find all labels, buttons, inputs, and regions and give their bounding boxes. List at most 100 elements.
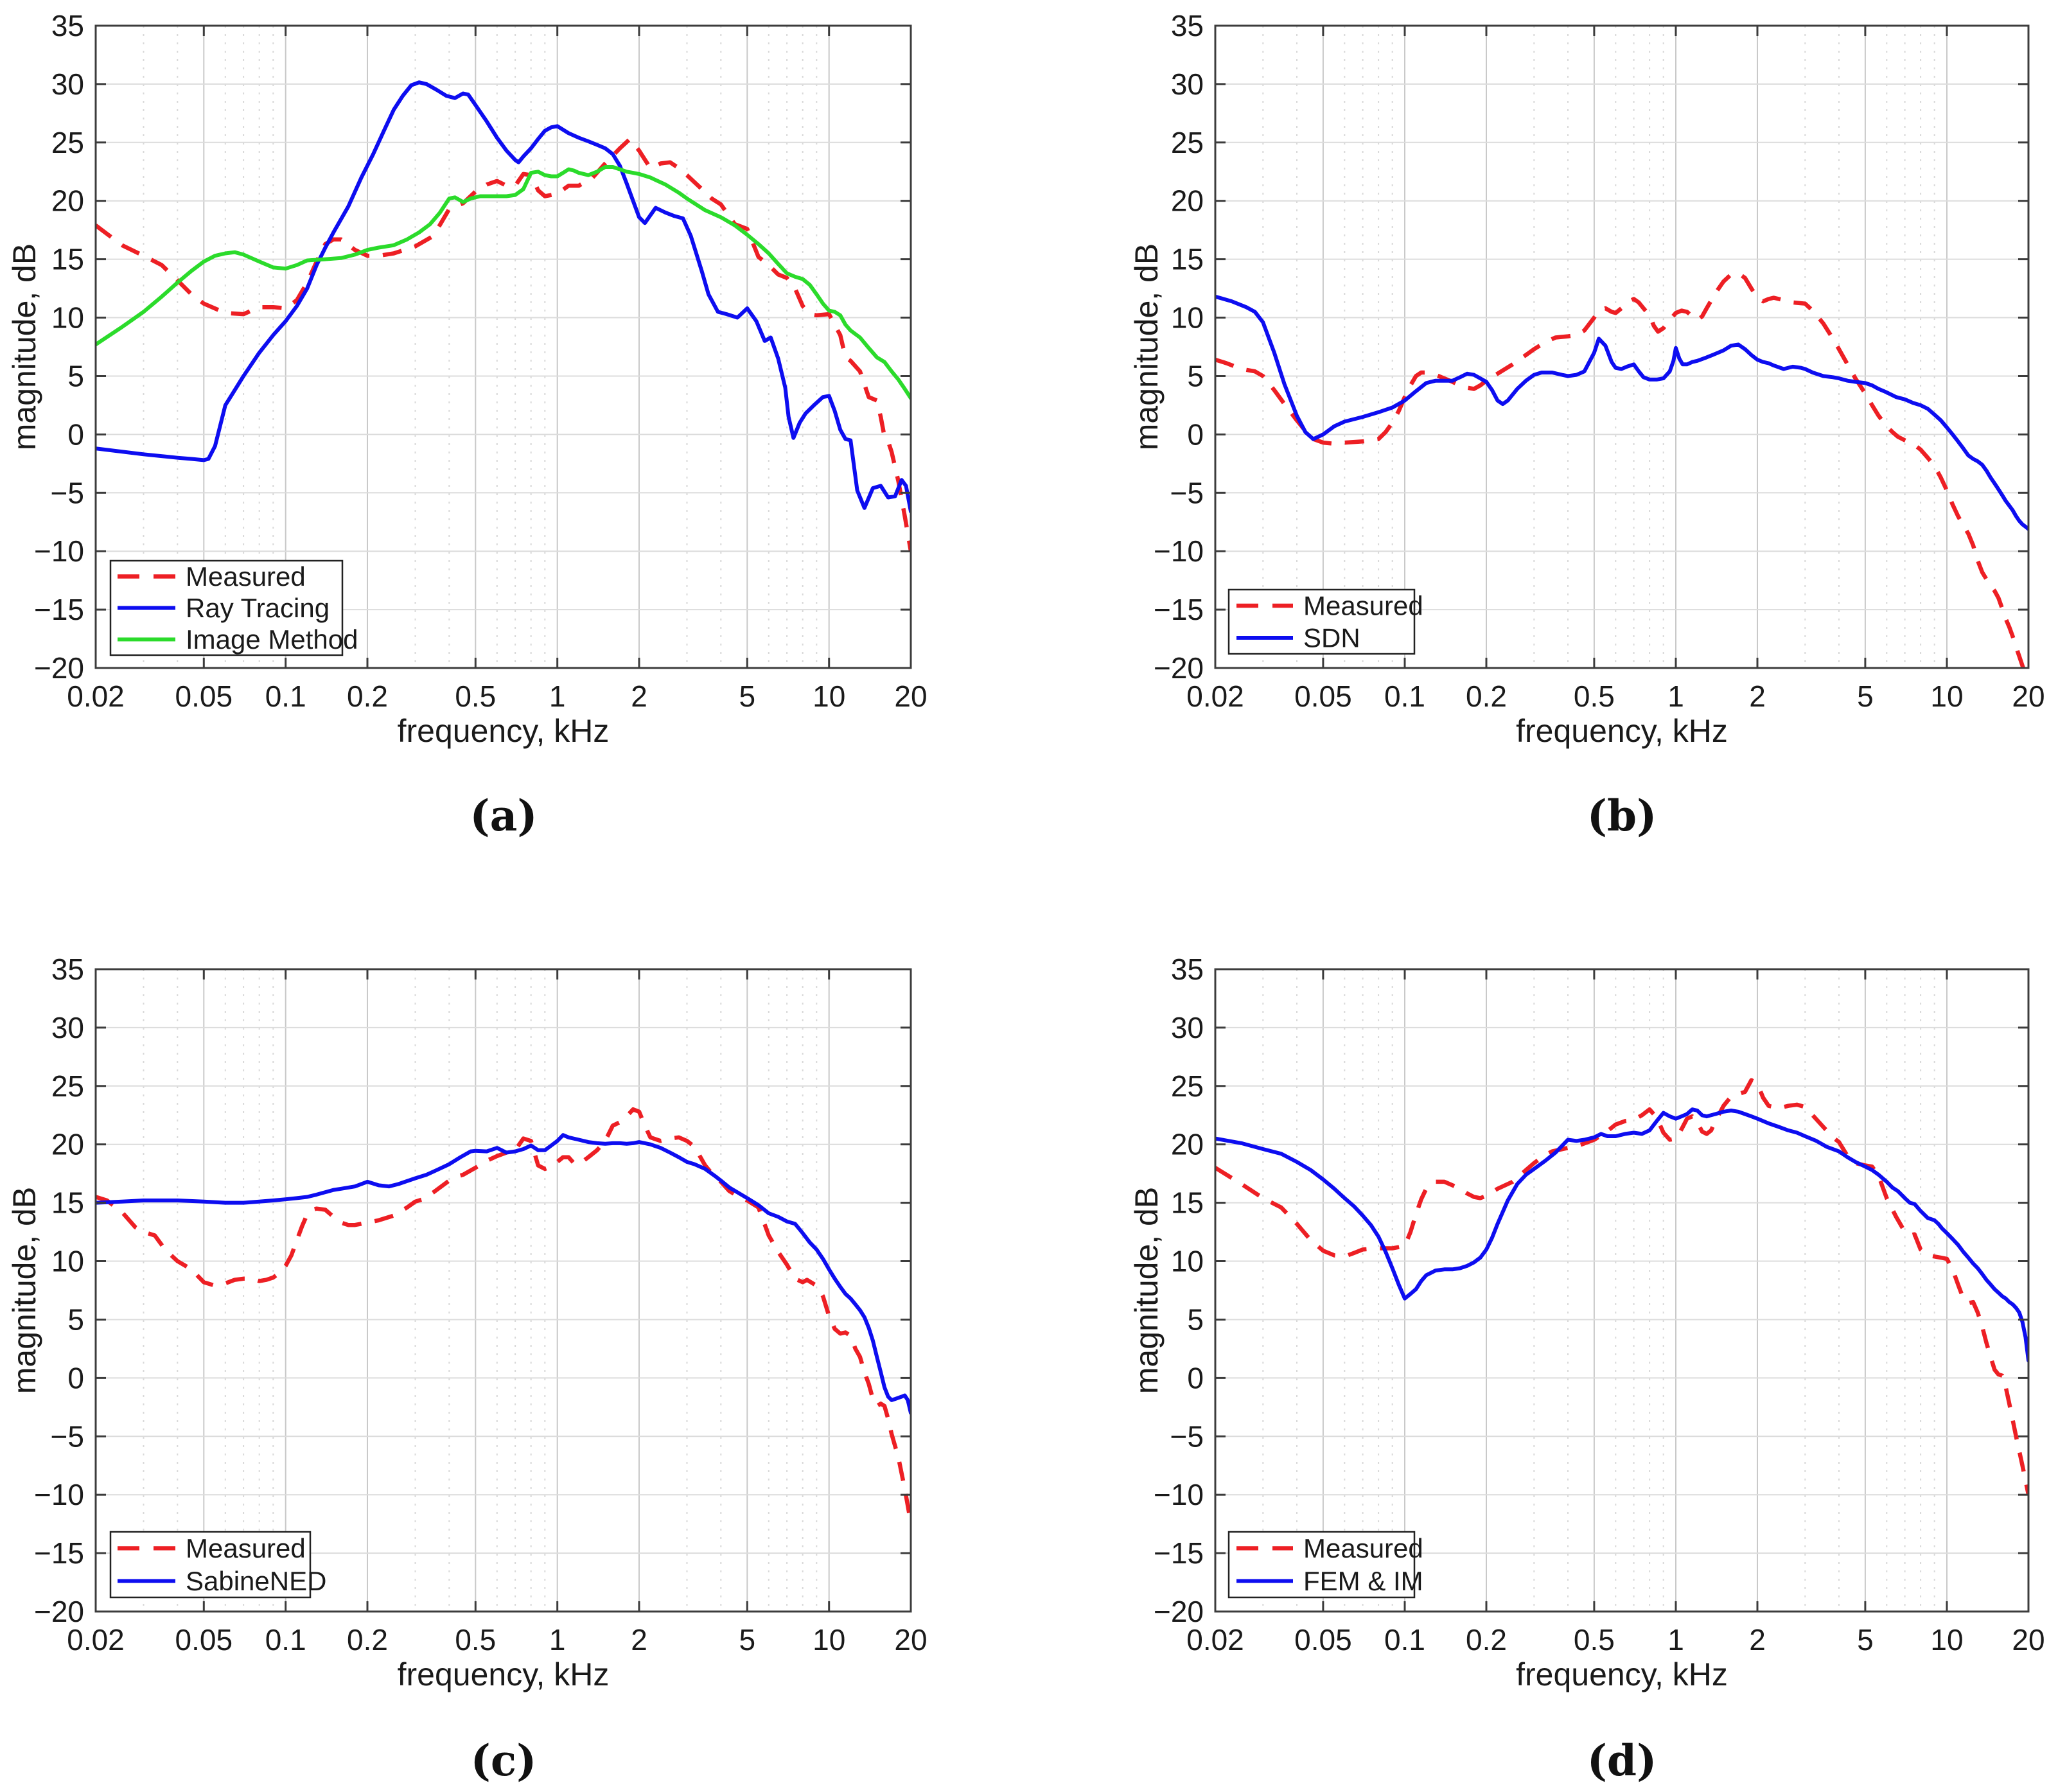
x-tick-label: 0.2 xyxy=(1466,1623,1507,1656)
x-tick-label: 0.1 xyxy=(1384,1623,1425,1656)
subplot-b-caption: (b) xyxy=(1587,791,1657,841)
x-axis-label: frequency, kHz xyxy=(1516,713,1728,749)
y-tick-label: 10 xyxy=(51,301,84,335)
x-tick-label: 0.1 xyxy=(265,680,306,713)
x-tick-label: 20 xyxy=(2012,1623,2045,1656)
x-tick-label: 0.05 xyxy=(1294,680,1352,713)
y-tick-label: −10 xyxy=(1154,1478,1204,1511)
y-tick-label: 25 xyxy=(1171,1069,1204,1103)
x-tick-label: 2 xyxy=(1749,680,1766,713)
subplot-c: 0.02 0.05 0.1 0.2 0.5 1 2 5 10 20 −20 −15 −10 −5 0 5 10 1… xyxy=(0,896,1029,1792)
y-tick-label: 25 xyxy=(51,126,84,159)
y-tick-label: −10 xyxy=(34,1478,84,1511)
y-tick-label: 10 xyxy=(1171,1245,1204,1278)
y-tick-label: 35 xyxy=(51,9,84,42)
x-axis-label: frequency, kHz xyxy=(398,713,610,749)
x-tick-label: 2 xyxy=(1749,1623,1766,1656)
x-tick-label: 10 xyxy=(813,1623,845,1656)
legend-label: Image Method xyxy=(186,624,358,654)
subplot-b-plot: 0.02 0.05 0.1 0.2 0.5 1 2 5 10 20−20−15−10−505101… xyxy=(1129,9,2045,749)
y-tick-label: 20 xyxy=(51,184,84,218)
subplot-d-caption: (d) xyxy=(1587,1735,1657,1786)
subplot-a-plot: 0.02 0.05 0.1 0.2 0.5 1 2 5 10 20−20−15−10−505101… xyxy=(6,9,928,749)
x-tick-label: 0.5 xyxy=(1574,1623,1615,1656)
x-tick-label: 20 xyxy=(2012,680,2045,713)
series-sabinened xyxy=(96,1133,911,1415)
x-tick-label: 0.05 xyxy=(175,1623,233,1656)
y-tick-label: 35 xyxy=(1171,953,1204,986)
x-tick-label: 0.02 xyxy=(1186,1623,1244,1656)
x-tick-label: 2 xyxy=(631,1623,647,1656)
y-tick-label: 15 xyxy=(51,1186,84,1220)
y-tick-label: −5 xyxy=(51,1419,84,1453)
x-tick-label: 2 xyxy=(631,680,647,713)
y-tick-label: 30 xyxy=(1171,67,1204,101)
x-tick-label: 0.05 xyxy=(175,680,233,713)
y-tick-label: 10 xyxy=(51,1245,84,1278)
x-tick-label: 1 xyxy=(549,1623,566,1656)
series-measured xyxy=(1215,1078,2028,1495)
subplot-d-plot: 0.02 0.05 0.1 0.2 0.5 1 2 5 10 20−20−15−10−505101… xyxy=(1129,953,2045,1692)
x-tick-label: 0.2 xyxy=(347,1623,388,1656)
x-tick-label: 0.2 xyxy=(347,680,388,713)
y-tick-label: 5 xyxy=(67,360,84,393)
x-tick-label: 10 xyxy=(1930,1623,1963,1656)
y-tick-label: 15 xyxy=(1171,1186,1204,1220)
legend-label: SDN xyxy=(1303,623,1360,653)
y-tick-label: 20 xyxy=(1171,1128,1204,1161)
y-tick-label: 5 xyxy=(67,1303,84,1337)
x-tick-label: 0.05 xyxy=(1294,1623,1352,1656)
y-tick-label: 0 xyxy=(67,1361,84,1394)
y-tick-label: 5 xyxy=(1187,360,1204,393)
x-tick-label: 5 xyxy=(739,1623,756,1656)
y-tick-label: 0 xyxy=(1187,1361,1204,1394)
x-tick-label: 0.1 xyxy=(1384,680,1425,713)
series-fem-im xyxy=(1215,1107,2028,1363)
legend-label: Measured xyxy=(186,561,306,592)
x-tick-label: 5 xyxy=(739,680,756,713)
y-tick-label: 20 xyxy=(51,1128,84,1161)
y-tick-label: 25 xyxy=(51,1069,84,1103)
x-tick-label: 1 xyxy=(549,680,566,713)
subplot-c-caption: (c) xyxy=(470,1735,537,1786)
x-tick-label: 0.5 xyxy=(1574,680,1615,713)
legend-label: Measured xyxy=(1303,591,1423,621)
y-tick-label: 35 xyxy=(1171,9,1204,42)
subplot-b: 0.02 0.05 0.1 0.2 0.5 1 2 5 10 20 −20 −15 −10 −5 0 5 10 1… xyxy=(1029,0,2058,896)
legend-label: Measured xyxy=(1303,1533,1423,1563)
y-tick-label: 35 xyxy=(51,953,84,986)
subplot-a: 0.02 0.05 0.1 0.2 0.5 1 2 5 10 20 −20 −15 −10 −5 0 5 10 1… xyxy=(0,0,1029,896)
series-measured xyxy=(96,137,911,552)
x-tick-label: 5 xyxy=(1857,680,1874,713)
legend-label: Ray Tracing xyxy=(186,593,330,623)
y-tick-label: 10 xyxy=(1171,301,1204,335)
y-tick-label: −20 xyxy=(1154,1595,1204,1628)
x-tick-label: 10 xyxy=(813,680,845,713)
legend-label: Measured xyxy=(186,1533,306,1563)
x-axis-label: frequency, kHz xyxy=(1516,1656,1728,1692)
subplot-c-plot: 0.02 0.05 0.1 0.2 0.5 1 2 5 10 20−20−15−10−505101… xyxy=(6,953,928,1692)
y-tick-label: 20 xyxy=(1171,184,1204,218)
x-tick-label: 5 xyxy=(1857,1623,1874,1656)
y-tick-label: 30 xyxy=(51,67,84,101)
y-tick-label: −5 xyxy=(1170,476,1204,509)
y-tick-label: 5 xyxy=(1187,1303,1204,1337)
y-tick-label: −15 xyxy=(1154,1536,1204,1570)
y-tick-label: 30 xyxy=(51,1011,84,1044)
series-ray-tracing xyxy=(96,80,911,514)
y-tick-label: −20 xyxy=(34,1595,84,1628)
y-tick-label: −15 xyxy=(1154,593,1204,626)
series-measured xyxy=(96,1107,911,1524)
x-tick-label: 0.02 xyxy=(67,680,125,713)
series-measured xyxy=(1215,271,2026,668)
x-tick-label: 10 xyxy=(1930,680,1963,713)
y-tick-label: 15 xyxy=(1171,243,1204,276)
y-axis-label: magnitude, dB xyxy=(1129,243,1165,450)
x-tick-label: 0.02 xyxy=(67,1623,125,1656)
x-tick-label: 0.5 xyxy=(455,680,496,713)
subplot-a-caption: (a) xyxy=(470,791,538,841)
x-tick-label: 20 xyxy=(894,680,927,713)
